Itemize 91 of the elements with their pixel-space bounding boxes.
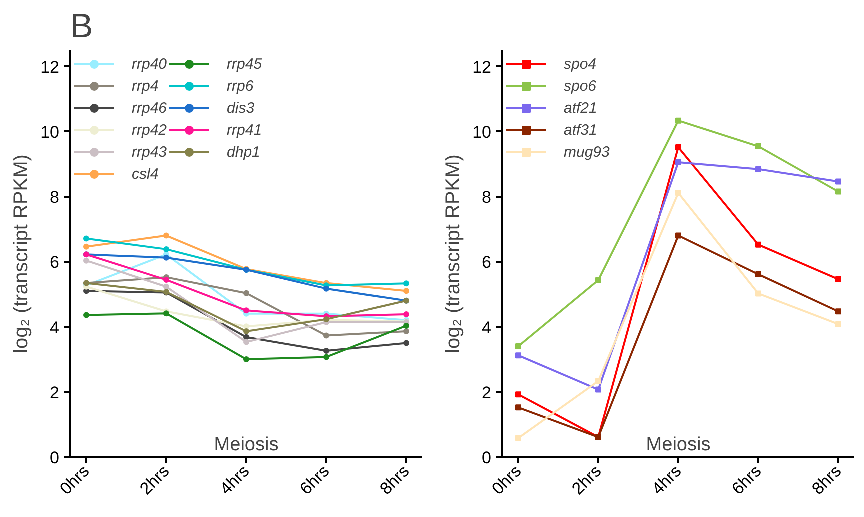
x-tick-label: 2hrs — [136, 462, 174, 499]
y-tick-label: 4 — [482, 318, 492, 338]
point — [404, 312, 410, 318]
point — [516, 352, 522, 359]
point — [84, 258, 90, 264]
point — [756, 242, 762, 248]
text: B — [70, 8, 94, 46]
legend-label: csl4 — [132, 166, 159, 182]
point — [404, 328, 410, 334]
point — [756, 166, 762, 172]
point — [836, 276, 842, 282]
point — [244, 290, 250, 296]
legend-label: atf21 — [564, 100, 598, 116]
x-tick-label: 4hrs — [648, 462, 686, 499]
legend-label: dhp1 — [227, 144, 260, 160]
point — [676, 144, 682, 151]
y-tick-label: 10 — [40, 122, 60, 142]
y-tick-label: 8 — [50, 188, 60, 208]
point — [244, 328, 250, 334]
point — [516, 392, 522, 398]
y-axis-title: log₂ (transcript RPKM) — [10, 154, 33, 354]
point — [516, 435, 522, 442]
legend-label: dis3 — [227, 100, 255, 116]
x-tick-label: 6hrs — [728, 462, 766, 499]
point — [516, 404, 522, 411]
point — [404, 340, 410, 346]
y-tick-label: 10 — [472, 122, 492, 142]
x-axis-title: Meiosis — [646, 434, 711, 456]
legend-label: spo6 — [564, 78, 597, 94]
point — [676, 190, 682, 196]
y-tick-label: 0 — [50, 448, 60, 468]
point — [404, 288, 410, 294]
point — [836, 321, 842, 328]
point — [84, 236, 90, 242]
legend-label: rrp43 — [132, 144, 168, 160]
point — [836, 188, 842, 195]
point — [756, 144, 762, 150]
y-tick-label: 0 — [482, 448, 492, 468]
x-tick-label: 6hrs — [296, 462, 334, 499]
point — [164, 277, 170, 284]
point — [244, 308, 250, 314]
y-tick-label: 2 — [482, 383, 492, 402]
x-tick-label: 2hrs — [568, 462, 606, 499]
point — [164, 232, 170, 239]
point — [244, 334, 250, 340]
legend-label: rrp46 — [132, 100, 168, 116]
point — [244, 339, 250, 346]
point — [404, 280, 410, 287]
point — [164, 246, 170, 252]
y-tick-label: 6 — [482, 253, 492, 272]
point — [516, 343, 522, 350]
legend-label: rrp41 — [227, 122, 262, 138]
x-tick-label: 8hrs — [808, 462, 846, 499]
point — [836, 308, 842, 315]
y-tick-label: 2 — [50, 383, 60, 402]
x-tick-label: 4hrs — [216, 462, 254, 499]
point — [324, 354, 330, 360]
point — [596, 386, 602, 393]
legend-label: rrp42 — [132, 122, 168, 138]
y-tick-label: 8 — [482, 188, 492, 208]
point — [756, 272, 762, 278]
point — [324, 332, 330, 339]
point — [324, 348, 330, 354]
point — [756, 290, 762, 297]
point — [404, 322, 410, 329]
legend-label: rrp4 — [132, 78, 159, 94]
point — [164, 284, 170, 290]
x-tick-label: 8hrs — [376, 462, 414, 499]
legend-label: mug93 — [564, 144, 610, 160]
y-axis-title: log₂ (transcript RPKM) — [442, 154, 465, 354]
legend-label: atf31 — [564, 122, 598, 138]
x-axis-title: Meiosis — [214, 434, 279, 456]
y-tick-label: 6 — [50, 253, 60, 272]
point — [676, 232, 682, 239]
point — [836, 178, 842, 185]
point — [244, 356, 250, 362]
legend-label: rrp45 — [227, 56, 262, 72]
point — [676, 160, 682, 166]
point — [596, 378, 602, 384]
y-tick-label: 12 — [40, 58, 60, 77]
legend-label: spo4 — [564, 56, 597, 72]
legend-label: rrp6 — [227, 78, 254, 94]
point — [164, 254, 170, 261]
point — [84, 244, 90, 250]
point — [596, 277, 602, 284]
y-tick-label: 4 — [50, 318, 60, 338]
legend-label: rrp40 — [132, 56, 168, 72]
point — [324, 286, 330, 292]
point — [676, 118, 682, 124]
point — [84, 312, 90, 318]
y-tick-label: 12 — [472, 58, 492, 77]
